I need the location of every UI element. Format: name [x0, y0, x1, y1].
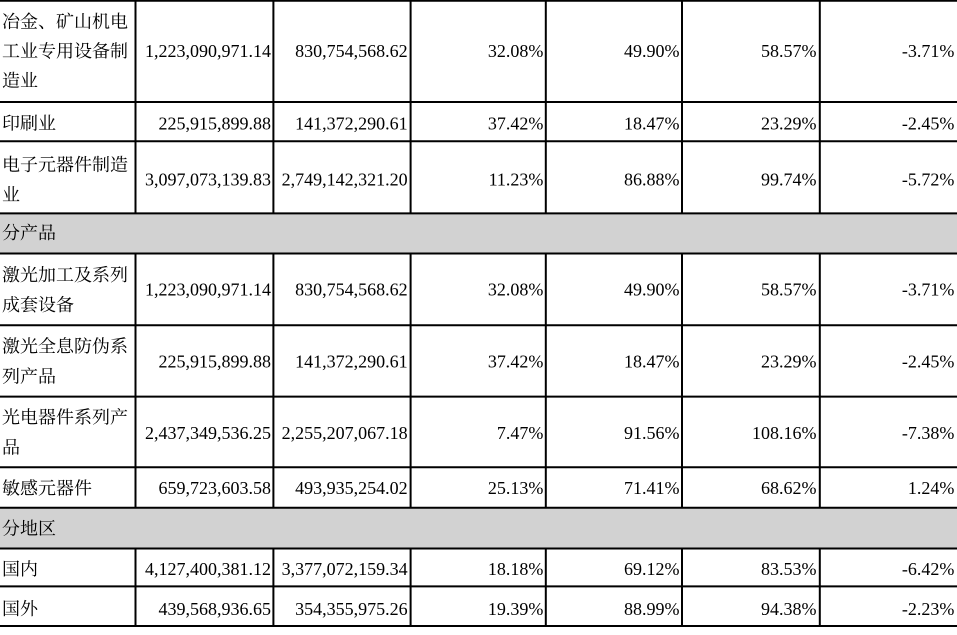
svg-text:-6.42%: -6.42%	[902, 559, 955, 579]
svg-text:-3.71%: -3.71%	[902, 41, 955, 61]
svg-text:94.38%: 94.38%	[761, 599, 817, 619]
svg-text:18.18%: 18.18%	[488, 559, 544, 579]
svg-text:58.57%: 58.57%	[761, 279, 817, 299]
svg-text:68.62%: 68.62%	[761, 478, 817, 498]
svg-text:-7.38%: -7.38%	[902, 423, 955, 443]
svg-text:37.42%: 37.42%	[488, 113, 544, 133]
svg-text:18.47%: 18.47%	[624, 351, 680, 371]
svg-text:37.42%: 37.42%	[488, 351, 544, 371]
svg-text:225,915,899.88: 225,915,899.88	[159, 113, 272, 133]
svg-text:83.53%: 83.53%	[761, 559, 817, 579]
svg-text:354,355,975.26: 354,355,975.26	[295, 599, 408, 619]
svg-text:1,223,090,971.14: 1,223,090,971.14	[145, 41, 271, 61]
svg-text:32.08%: 32.08%	[488, 279, 544, 299]
svg-text:18.47%: 18.47%	[624, 113, 680, 133]
svg-text:49.90%: 49.90%	[624, 41, 680, 61]
svg-text:-5.72%: -5.72%	[902, 169, 955, 189]
svg-text:3,377,072,159.34: 3,377,072,159.34	[282, 559, 408, 579]
svg-text:86.88%: 86.88%	[624, 169, 680, 189]
svg-text:1,223,090,971.14: 1,223,090,971.14	[145, 279, 271, 299]
svg-text:-2.45%: -2.45%	[902, 113, 955, 133]
svg-text:71.41%: 71.41%	[624, 478, 680, 498]
svg-text:-3.71%: -3.71%	[902, 279, 955, 299]
svg-text:141,372,290.61: 141,372,290.61	[295, 351, 408, 371]
svg-text:1.24%: 1.24%	[908, 478, 955, 498]
svg-text:3,097,073,139.83: 3,097,073,139.83	[145, 169, 271, 189]
svg-text:69.12%: 69.12%	[624, 559, 680, 579]
svg-text:141,372,290.61: 141,372,290.61	[295, 113, 408, 133]
svg-text:659,723,603.58: 659,723,603.58	[159, 478, 272, 498]
svg-text:88.99%: 88.99%	[624, 599, 680, 619]
svg-text:99.74%: 99.74%	[761, 169, 817, 189]
svg-text:11.23%: 11.23%	[489, 169, 544, 189]
svg-text:7.47%: 7.47%	[497, 423, 544, 443]
svg-text:-2.45%: -2.45%	[902, 351, 955, 371]
svg-text:19.39%: 19.39%	[488, 599, 544, 619]
svg-text:830,754,568.62: 830,754,568.62	[295, 41, 408, 61]
svg-text:225,915,899.88: 225,915,899.88	[159, 351, 272, 371]
svg-text:23.29%: 23.29%	[761, 351, 817, 371]
svg-text:493,935,254.02: 493,935,254.02	[295, 478, 408, 498]
svg-text:439,568,936.65: 439,568,936.65	[159, 599, 272, 619]
svg-text:23.29%: 23.29%	[761, 113, 817, 133]
svg-text:-2.23%: -2.23%	[902, 599, 955, 619]
svg-text:2,749,142,321.20: 2,749,142,321.20	[282, 169, 408, 189]
svg-text:91.56%: 91.56%	[624, 423, 680, 443]
svg-text:830,754,568.62: 830,754,568.62	[295, 279, 408, 299]
svg-text:58.57%: 58.57%	[761, 41, 817, 61]
svg-text:2,437,349,536.25: 2,437,349,536.25	[145, 423, 271, 443]
svg-text:2,255,207,067.18: 2,255,207,067.18	[282, 423, 408, 443]
svg-text:4,127,400,381.12: 4,127,400,381.12	[145, 559, 271, 579]
svg-text:32.08%: 32.08%	[488, 41, 544, 61]
svg-text:49.90%: 49.90%	[624, 279, 680, 299]
svg-text:108.16%: 108.16%	[752, 423, 817, 443]
svg-text:25.13%: 25.13%	[488, 478, 544, 498]
